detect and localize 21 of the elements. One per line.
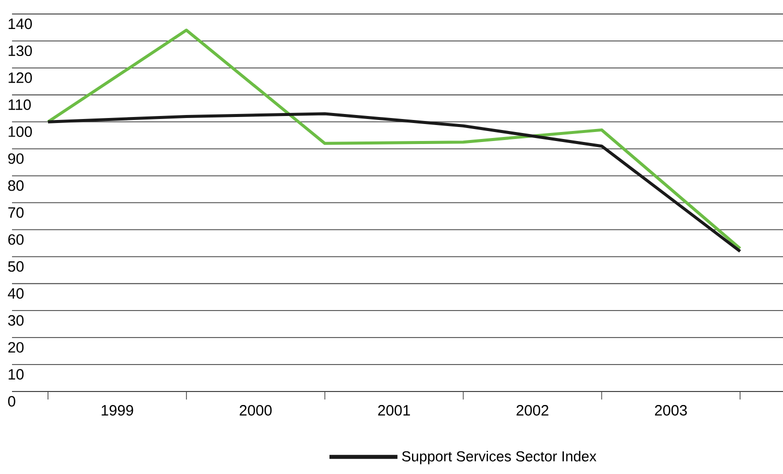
y-tick-label: 110: [8, 99, 31, 110]
x-tick-label: 2003: [655, 405, 687, 416]
y-tick-label: 90: [8, 153, 24, 164]
y-tick-label: 140: [8, 18, 32, 30]
x-tick-label: 1999: [102, 405, 134, 416]
x-tick-label: 2002: [516, 405, 548, 416]
y-tick-label: 0: [8, 396, 16, 407]
legend-label: Support Services Sector Index: [402, 450, 596, 464]
y-tick-label: 40: [8, 288, 24, 299]
y-tick-label: 50: [8, 261, 24, 272]
y-tick-label: 10: [8, 369, 24, 380]
y-tick-label: 130: [8, 45, 32, 56]
y-tick-label: 100: [8, 126, 32, 137]
x-tick-label: 2001: [378, 405, 410, 416]
y-tick-label: 20: [8, 342, 24, 353]
y-tick-label: 80: [8, 180, 24, 191]
x-tick-label: 2000: [240, 405, 272, 416]
y-tick-label: 120: [8, 72, 32, 84]
y-tick-label: 70: [8, 207, 24, 218]
y-tick-label: 30: [8, 315, 24, 326]
y-tick-label: 60: [8, 234, 24, 245]
